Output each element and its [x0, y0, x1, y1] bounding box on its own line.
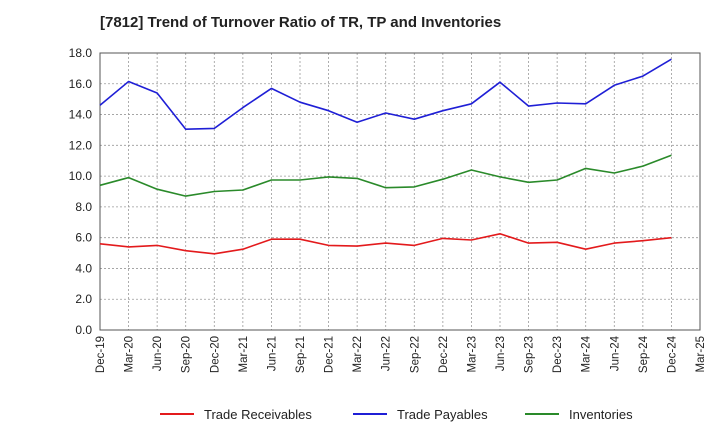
x-tick-label: Sep-23: [524, 336, 536, 373]
y-tick-label: 6.0: [75, 231, 92, 245]
x-tick-label: Jun-23: [495, 336, 507, 371]
x-tick-label: Jun-22: [381, 336, 393, 371]
y-tick-label: 0.0: [75, 323, 92, 337]
x-tick-label: Sep-24: [638, 335, 650, 373]
y-tick-label: 16.0: [69, 77, 93, 91]
x-tick-label: Dec-23: [552, 336, 564, 373]
y-tick-label: 8.0: [75, 200, 92, 214]
legend-label: Trade Receivables: [204, 407, 312, 422]
series-line-trade-payables: [99, 58, 672, 130]
x-tick-label: Sep-20: [181, 336, 193, 373]
y-tick-label: 10.0: [69, 169, 93, 183]
y-tick-label: 2.0: [75, 292, 92, 306]
y-axis-ticks: 0.0 2.0 4.0 6.0 8.0 10.0 12.0 14.0 16.0 18.0: [69, 46, 93, 337]
x-tick-label: Dec-21: [324, 336, 336, 373]
legend-label: Trade Payables: [397, 407, 488, 422]
x-tick-label: Dec-20: [209, 336, 221, 373]
x-tick-label: Sep-21: [295, 336, 307, 373]
y-tick-label: 12.0: [69, 138, 93, 152]
chart-title: [7812] Trend of Turnover Ratio of TR, TP…: [100, 14, 502, 31]
y-tick-label: 18.0: [69, 46, 93, 60]
plot-area-frame: [99, 52, 701, 331]
x-tick-label: Dec-24: [666, 335, 678, 373]
x-tick-label: Mar-22: [352, 336, 364, 372]
x-axis-ticks: Dec-19 Mar-20 Jun-20 Sep-20 Dec-20 Mar-21 Jun-…: [95, 335, 707, 373]
x-tick-label: Jun-24: [609, 335, 621, 371]
x-tick-label: Mar-25: [695, 336, 707, 372]
x-tick-label: Mar-23: [466, 336, 478, 372]
x-tick-label: Mar-21: [238, 336, 250, 372]
x-tick-label: Mar-24: [581, 335, 593, 372]
grid-lines: [99, 52, 701, 331]
y-tick-label: 4.0: [75, 261, 92, 275]
series-line-inventories: [99, 154, 672, 197]
x-tick-label: Dec-19: [95, 336, 107, 373]
legend: Trade Receivables Trade Payables Inventori…: [160, 407, 633, 422]
y-tick-label: 14.0: [69, 108, 93, 122]
x-tick-label: Jun-20: [152, 336, 164, 371]
series-lines: [99, 58, 672, 255]
x-tick-label: Sep-22: [409, 336, 421, 373]
x-tick-label: Dec-22: [438, 336, 450, 373]
x-tick-label: Mar-20: [124, 336, 136, 372]
legend-label: Inventories: [569, 407, 633, 422]
x-tick-label: Jun-21: [266, 336, 278, 371]
series-line-trade-receivables: [99, 233, 672, 255]
